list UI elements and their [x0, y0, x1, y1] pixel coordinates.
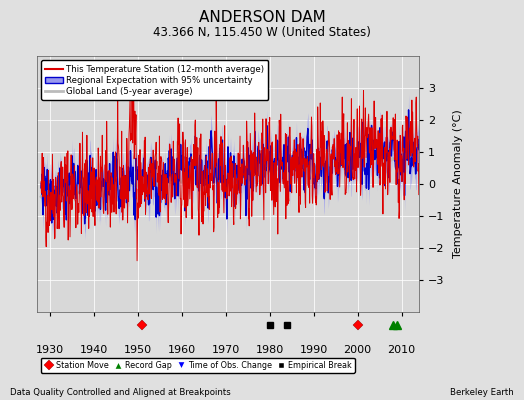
Legend: This Temperature Station (12-month average), Regional Expectation with 95% uncer: This Temperature Station (12-month avera…: [41, 60, 268, 100]
Text: 1970: 1970: [212, 345, 240, 355]
Text: 1940: 1940: [80, 345, 108, 355]
Text: ANDERSON DAM: ANDERSON DAM: [199, 10, 325, 25]
Text: 1990: 1990: [300, 345, 328, 355]
Y-axis label: Temperature Anomaly (°C): Temperature Anomaly (°C): [453, 110, 463, 258]
Legend: Station Move, Record Gap, Time of Obs. Change, Empirical Break: Station Move, Record Gap, Time of Obs. C…: [41, 358, 355, 373]
Text: 1950: 1950: [124, 345, 152, 355]
Text: 1930: 1930: [36, 345, 64, 355]
Text: 2010: 2010: [388, 345, 416, 355]
Text: 1980: 1980: [256, 345, 284, 355]
Text: 43.366 N, 115.450 W (United States): 43.366 N, 115.450 W (United States): [153, 26, 371, 39]
Text: Berkeley Earth: Berkeley Earth: [450, 388, 514, 397]
Text: 2000: 2000: [344, 345, 372, 355]
Text: Data Quality Controlled and Aligned at Breakpoints: Data Quality Controlled and Aligned at B…: [10, 388, 231, 397]
Text: 1960: 1960: [168, 345, 196, 355]
